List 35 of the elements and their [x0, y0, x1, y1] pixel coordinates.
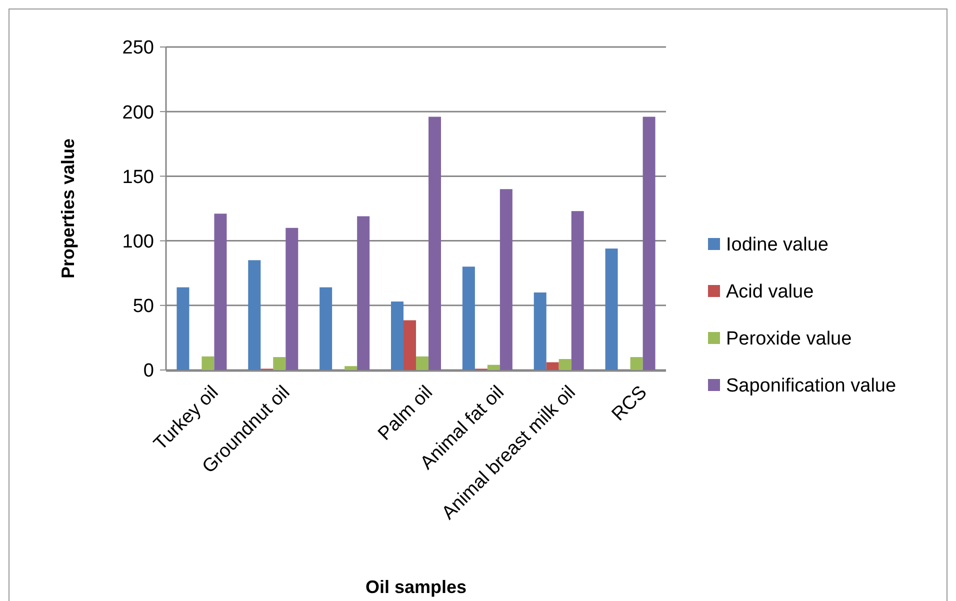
- y-tick-label: 250: [122, 38, 154, 59]
- bar: [176, 287, 190, 370]
- bar: [357, 216, 370, 370]
- bar: [320, 287, 332, 370]
- y-axis-title: Properties value: [58, 138, 78, 279]
- bar: [344, 366, 358, 370]
- legend-label: Acid value: [726, 282, 814, 303]
- y-tick-label: 100: [122, 231, 154, 252]
- bar: [273, 357, 286, 370]
- y-tick-label: 50: [132, 296, 154, 318]
- legend-label: Peroxide value: [726, 328, 852, 350]
- legend-label: Saponification value: [726, 376, 896, 397]
- bar: [404, 320, 416, 370]
- bar: [248, 260, 261, 370]
- bar: [546, 362, 559, 370]
- bar: [605, 248, 618, 370]
- bar: [571, 211, 584, 370]
- bar: [558, 359, 572, 370]
- bar: [500, 189, 512, 370]
- bar: [487, 364, 500, 370]
- bar: [630, 357, 643, 370]
- bar: [202, 356, 214, 370]
- bar: [462, 266, 475, 370]
- bar: [534, 292, 546, 370]
- bar: [428, 116, 441, 370]
- bar: [416, 356, 428, 370]
- y-tick-label: 0: [143, 360, 154, 382]
- bar: [286, 228, 298, 370]
- legend-label: Iodine value: [726, 234, 828, 256]
- y-tick-label: 200: [122, 102, 154, 124]
- y-tick-label: 150: [122, 166, 154, 188]
- bar: [642, 116, 656, 370]
- bar: [214, 214, 227, 370]
- bar: [391, 302, 404, 370]
- x-axis-title: Oil samples: [365, 577, 467, 597]
